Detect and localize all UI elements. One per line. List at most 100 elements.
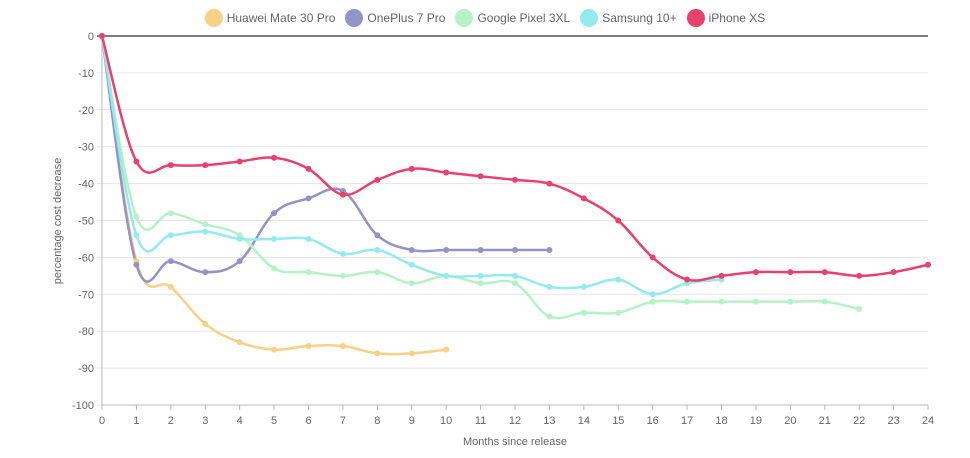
data-point-huawei-mate-30-pro	[443, 346, 450, 353]
legend-item-google-pixel-3xl[interactable]: Google Pixel 3XL	[455, 9, 570, 27]
x-tick-label: 9	[409, 415, 415, 427]
data-point-oneplus-7-pro	[202, 269, 209, 276]
data-point-google-pixel-3xl	[477, 280, 484, 287]
y-tick-label: 0	[88, 31, 94, 43]
x-tick-label: 8	[374, 415, 380, 427]
data-point-iphone-xs	[580, 195, 587, 202]
legend-swatch	[686, 9, 705, 27]
x-tick-label: 18	[715, 415, 727, 427]
x-tick-label: 3	[202, 415, 208, 427]
data-point-oneplus-7-pro	[305, 195, 312, 202]
legend-label: Samsung 10+	[602, 11, 677, 25]
data-point-google-pixel-3xl	[202, 221, 209, 228]
data-point-google-pixel-3xl	[271, 265, 278, 272]
data-point-google-pixel-3xl	[339, 272, 346, 279]
data-point-iphone-xs	[925, 261, 931, 268]
x-tick-label: 14	[578, 415, 590, 427]
legend-label: iPhone XS	[708, 11, 766, 25]
series-points	[99, 33, 931, 357]
grid-lines	[97, 35, 928, 406]
x-tick-label: 22	[853, 415, 865, 427]
data-point-huawei-mate-30-pro	[236, 339, 243, 346]
x-tick-label: 24	[922, 415, 934, 427]
data-point-samsung-10	[339, 250, 346, 257]
x-tick-label: 21	[819, 415, 831, 427]
data-point-google-pixel-3xl	[167, 210, 174, 217]
data-point-oneplus-7-pro	[236, 258, 243, 265]
data-point-iphone-xs	[202, 162, 209, 169]
x-tick-label: 19	[750, 415, 762, 427]
data-point-iphone-xs	[684, 276, 691, 283]
data-point-samsung-10	[374, 247, 381, 254]
series-line-huawei-mate-30-pro	[100, 34, 448, 356]
legend-swatch	[580, 9, 599, 27]
data-point-iphone-xs	[821, 269, 828, 276]
data-point-oneplus-7-pro	[512, 247, 518, 254]
data-point-iphone-xs	[718, 272, 725, 279]
legend-item-oneplus-7-pro[interactable]: OnePlus 7 Pro	[345, 9, 445, 27]
x-axis-title: Months since release	[463, 436, 567, 448]
data-point-iphone-xs	[856, 272, 863, 279]
data-point-samsung-10	[443, 272, 450, 279]
legend-item-samsung-10[interactable]: Samsung 10+	[580, 9, 677, 27]
y-tick-label: -60	[78, 252, 94, 264]
data-point-iphone-xs	[167, 162, 174, 169]
data-point-huawei-mate-30-pro	[408, 350, 415, 357]
data-point-google-pixel-3xl	[512, 280, 518, 287]
data-point-iphone-xs	[99, 33, 105, 39]
legend-swatch	[345, 9, 364, 27]
y-tick-label: -20	[78, 105, 94, 117]
y-axis-title: percentage cost decrease	[52, 158, 64, 285]
y-tick-label: -100	[72, 400, 94, 412]
data-point-huawei-mate-30-pro	[202, 320, 209, 327]
data-point-samsung-10	[546, 283, 553, 290]
data-point-oneplus-7-pro	[374, 232, 381, 239]
legend-label: OnePlus 7 Pro	[367, 11, 446, 25]
legend-label: Huawei Mate 30 Pro	[226, 11, 336, 25]
data-point-samsung-10	[615, 276, 622, 283]
x-tick-label: 13	[543, 415, 555, 427]
data-point-samsung-10	[408, 261, 415, 268]
x-tick-label: 0	[99, 415, 105, 427]
data-point-samsung-10	[202, 228, 209, 235]
y-tick-label: -30	[78, 142, 94, 154]
legend-item-huawei-mate-30-pro[interactable]: Huawei Mate 30 Pro	[204, 9, 336, 27]
data-point-huawei-mate-30-pro	[305, 342, 312, 349]
data-point-oneplus-7-pro	[167, 258, 174, 265]
data-point-iphone-xs	[339, 191, 346, 198]
data-point-huawei-mate-30-pro	[167, 283, 174, 290]
data-point-google-pixel-3xl	[615, 309, 622, 316]
legend-label: Google Pixel 3XL	[477, 11, 571, 25]
x-tick-label: 2	[168, 415, 174, 427]
data-point-google-pixel-3xl	[546, 313, 553, 320]
data-point-iphone-xs	[443, 169, 450, 176]
x-tick-label: 1	[133, 415, 139, 427]
data-point-samsung-10	[512, 272, 518, 279]
x-tick-label: 20	[784, 415, 796, 427]
legend-swatch	[455, 9, 474, 27]
y-tick-label: -10	[78, 68, 94, 80]
x-tick-label: 12	[509, 415, 521, 427]
data-point-iphone-xs	[236, 158, 243, 165]
data-point-iphone-xs	[546, 180, 553, 187]
data-point-oneplus-7-pro	[271, 210, 278, 217]
data-point-iphone-xs	[787, 269, 794, 276]
data-point-iphone-xs	[374, 176, 381, 183]
data-point-samsung-10	[271, 235, 278, 242]
data-point-google-pixel-3xl	[649, 298, 656, 305]
data-point-iphone-xs	[305, 165, 312, 172]
data-point-samsung-10	[580, 283, 587, 290]
legend-item-iphone-xs[interactable]: iPhone XS	[686, 9, 766, 27]
data-point-samsung-10	[649, 291, 656, 298]
data-point-iphone-xs	[615, 217, 622, 224]
x-tick-label: 11	[475, 415, 486, 427]
data-point-huawei-mate-30-pro	[339, 342, 346, 349]
data-point-iphone-xs	[649, 254, 656, 261]
data-point-iphone-xs	[752, 269, 759, 276]
data-point-huawei-mate-30-pro	[271, 346, 278, 353]
x-tick-label: 17	[681, 415, 693, 427]
data-point-google-pixel-3xl	[133, 213, 140, 220]
y-tick-label: -50	[78, 216, 94, 228]
